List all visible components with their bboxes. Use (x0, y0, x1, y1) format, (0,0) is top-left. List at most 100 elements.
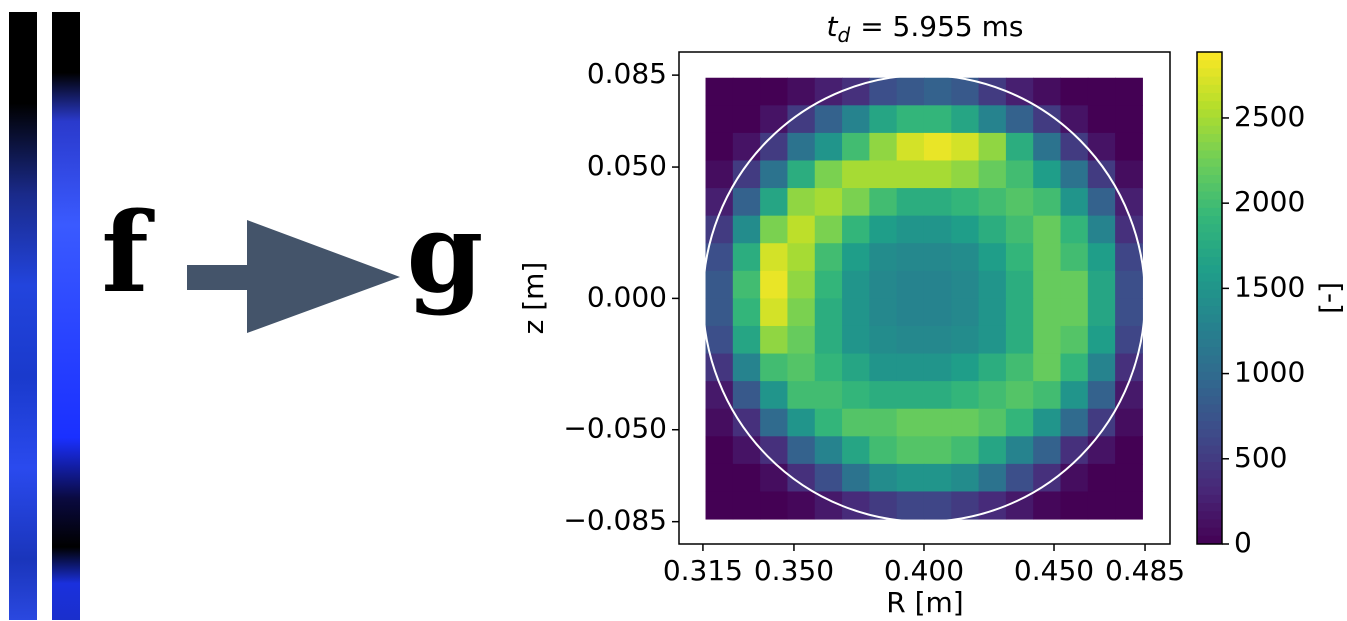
heatmap-cell (733, 354, 761, 382)
heatmap-cell (842, 491, 870, 519)
colorbar-segment (1197, 331, 1222, 340)
heatmap-cell (951, 409, 979, 437)
heatmap-cell (760, 105, 788, 133)
figure: f g td= 5.955 ms R [m] z [m] [-] 0.3150.… (0, 0, 1347, 621)
heatmap-cell (1006, 271, 1034, 299)
heatmap-cell (842, 105, 870, 133)
colorbar-segment (1197, 388, 1222, 397)
heatmap-cell (1088, 216, 1116, 244)
heatmap-cell (706, 298, 734, 326)
title-text: = 5.955 ms (860, 10, 1023, 43)
colorbar-segment (1197, 52, 1222, 61)
heatmap-cell (924, 243, 952, 271)
heatmap-cell (1088, 381, 1116, 409)
heatmap-cell (760, 298, 788, 326)
chart-title: td= 5.955 ms (827, 10, 1024, 47)
heatmap-cell (733, 105, 761, 133)
colorbar-label: [-] (1315, 282, 1347, 314)
heatmap-cell (760, 491, 788, 519)
heatmap-cell (842, 216, 870, 244)
colorbar-segment (1197, 462, 1222, 471)
colorbar-segment (1197, 175, 1222, 184)
heatmap-cell (815, 243, 843, 271)
colorbar-tick-label: 2500 (1234, 100, 1305, 133)
heatmap-cell (951, 160, 979, 188)
colorbar-segment (1197, 323, 1222, 332)
heatmap-cell (1115, 105, 1143, 133)
heatmap-cell (979, 271, 1007, 299)
heatmap-cell (951, 464, 979, 492)
y-tick-label: 0.085 (587, 57, 667, 90)
heatmap-cell (924, 216, 952, 244)
heatmap-cell (842, 243, 870, 271)
heatmap-cell (815, 216, 843, 244)
heatmap-cell (951, 133, 979, 161)
heatmap-cell (869, 216, 897, 244)
heatmap-cell (1006, 298, 1034, 326)
heatmap-cell (1033, 326, 1061, 354)
heatmap-cell (979, 78, 1007, 106)
heatmap-cell (897, 298, 925, 326)
heatmap-cell (1033, 298, 1061, 326)
heatmap-cell (1061, 243, 1089, 271)
heatmap-cell (733, 436, 761, 464)
heatmap-cell (1088, 298, 1116, 326)
heatmap-cell (1115, 298, 1143, 326)
heatmap-cell (706, 464, 734, 492)
heatmap-cell (1088, 243, 1116, 271)
x-axis-label: R [m] (886, 586, 963, 619)
colorbar-segment (1197, 478, 1222, 487)
heatmap-cell (1088, 354, 1116, 382)
colorbar-tick-label: 0 (1234, 526, 1252, 559)
heatmap-cell (869, 188, 897, 216)
heatmap-cell (869, 409, 897, 437)
heatmap-cell (760, 78, 788, 106)
heatmap-cell (1115, 409, 1143, 437)
heatmap-cell (1061, 133, 1089, 161)
heatmap-cell (897, 105, 925, 133)
colorbar-segment (1197, 421, 1222, 430)
colorbar-tick-label: 2000 (1234, 185, 1305, 218)
heatmap-cell (869, 464, 897, 492)
heatmap-cell (760, 464, 788, 492)
colorbar-segment (1197, 536, 1222, 545)
y-tick-label: 0.050 (587, 149, 667, 182)
heatmap-cell (897, 381, 925, 409)
heatmap-cell (979, 216, 1007, 244)
colorbar-segment (1197, 241, 1222, 250)
heatmap-cell (733, 381, 761, 409)
colorbar-segment (1197, 150, 1222, 159)
heatmap-cell (1033, 243, 1061, 271)
heatmap-cell (897, 491, 925, 519)
heatmap-cell (815, 326, 843, 354)
heatmap-cell (1006, 326, 1034, 354)
heatmap-cell (951, 216, 979, 244)
heatmap-cell (815, 133, 843, 161)
colorbar-segment (1197, 298, 1222, 307)
colorbar-segment (1197, 183, 1222, 192)
heatmap-cell (1033, 381, 1061, 409)
heatmap-cell (760, 243, 788, 271)
heatmap-cell (1033, 271, 1061, 299)
colorbar-segment (1197, 487, 1222, 496)
heatmap-cell (815, 381, 843, 409)
heatmap-cell (1088, 133, 1116, 161)
heatmap-cell (1061, 381, 1089, 409)
heatmap-cell (815, 354, 843, 382)
heatmap-cell (787, 436, 815, 464)
heatmap-cell (1006, 160, 1034, 188)
heatmap-cell (733, 326, 761, 354)
heatmap-cell (760, 326, 788, 354)
heatmap-cell (979, 381, 1007, 409)
colorbar-segment (1197, 118, 1222, 127)
heatmap-cell (897, 160, 925, 188)
heatmap-cell (1006, 133, 1034, 161)
heatmap-cell (1088, 188, 1116, 216)
heatmap-cell (1006, 188, 1034, 216)
heatmap-cell (760, 436, 788, 464)
heatmap-cell (760, 160, 788, 188)
colorbar-segment (1197, 454, 1222, 463)
heatmap-cell (1006, 243, 1034, 271)
heatmap-cell (869, 326, 897, 354)
signal-strip (52, 12, 80, 620)
